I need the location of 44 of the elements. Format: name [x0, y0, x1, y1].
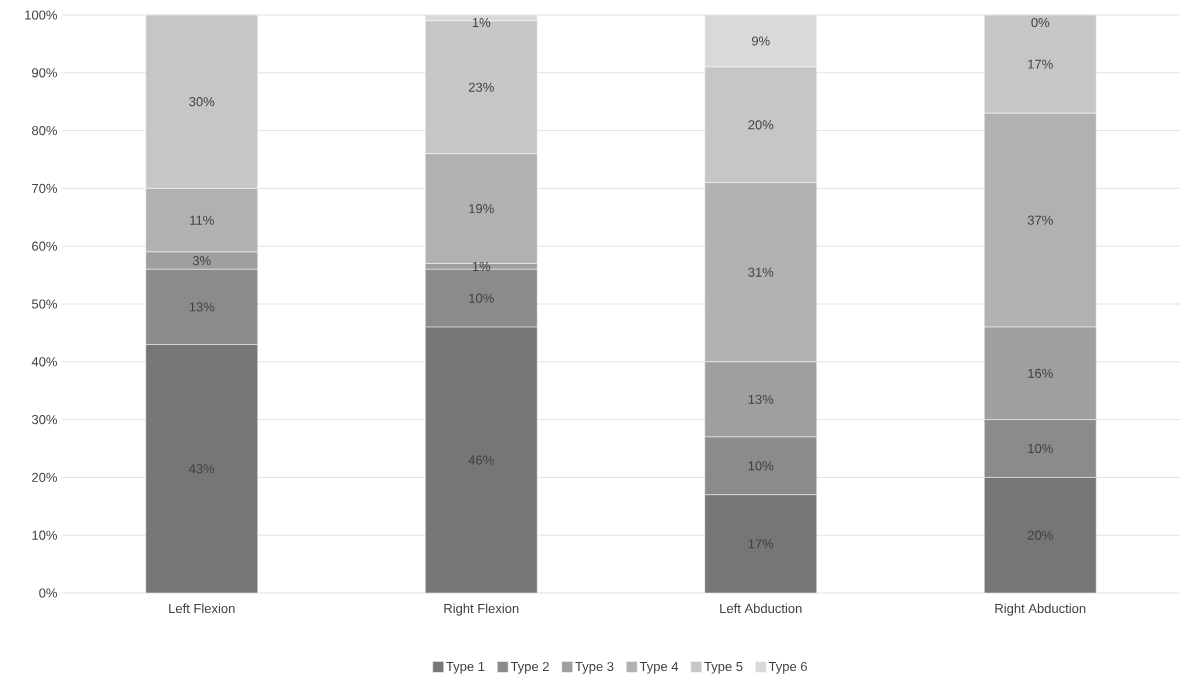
data-label: 23%: [468, 82, 494, 92]
data-label: 19%: [469, 204, 494, 214]
data-label: 10%: [469, 293, 494, 303]
data-label: 0%: [1031, 17, 1050, 28]
data-label: 16%: [1028, 368, 1053, 378]
y-tick-label: 50%: [31, 299, 57, 309]
y-tick-label: 90%: [32, 68, 57, 78]
data-label: 20%: [748, 120, 774, 130]
data-label: 31%: [748, 267, 774, 277]
legend-label: Type 6: [768, 661, 807, 674]
x-tick-label: Left Flexion: [169, 603, 235, 614]
y-tick-label: 40%: [31, 357, 57, 367]
y-tick-label: 20%: [32, 472, 57, 482]
y-tick-label: 60%: [32, 241, 57, 251]
legend-label: Type 1: [446, 661, 485, 674]
y-tick-label: 70%: [32, 183, 57, 193]
bar: [145, 344, 258, 593]
data-label: 1%: [472, 261, 491, 271]
data-label: 17%: [1028, 59, 1053, 69]
x-tick-label: Right Flexion: [444, 603, 519, 616]
legend-label: Type 5: [704, 661, 743, 674]
y-tick-label: 100%: [25, 10, 57, 20]
data-label: 1%: [472, 17, 491, 28]
bar: [704, 494, 818, 593]
data-label: 9%: [751, 36, 770, 46]
legend-label: Type 3: [575, 661, 614, 674]
data-label: 13%: [748, 394, 774, 404]
data-label: 30%: [189, 97, 215, 107]
data-label: 37%: [1027, 215, 1053, 225]
bar: [984, 477, 1097, 593]
bar: [425, 326, 538, 593]
legend-label: Type 2: [510, 661, 549, 674]
y-tick-label: 30%: [31, 414, 57, 425]
data-label: 3%: [192, 256, 211, 266]
x-tick-label: Left Abduction: [720, 603, 802, 614]
data-label: 13%: [189, 302, 215, 312]
y-tick-label: 10%: [32, 530, 57, 540]
y-tick-label: 0%: [39, 588, 57, 598]
data-label: 11%: [190, 215, 214, 225]
data-label: 10%: [1028, 443, 1053, 454]
legend-label: Type 4: [639, 661, 679, 674]
y-tick-label: 80%: [32, 125, 57, 136]
x-tick-label: Right Abduction: [995, 603, 1086, 616]
data-label: 10%: [748, 461, 774, 471]
